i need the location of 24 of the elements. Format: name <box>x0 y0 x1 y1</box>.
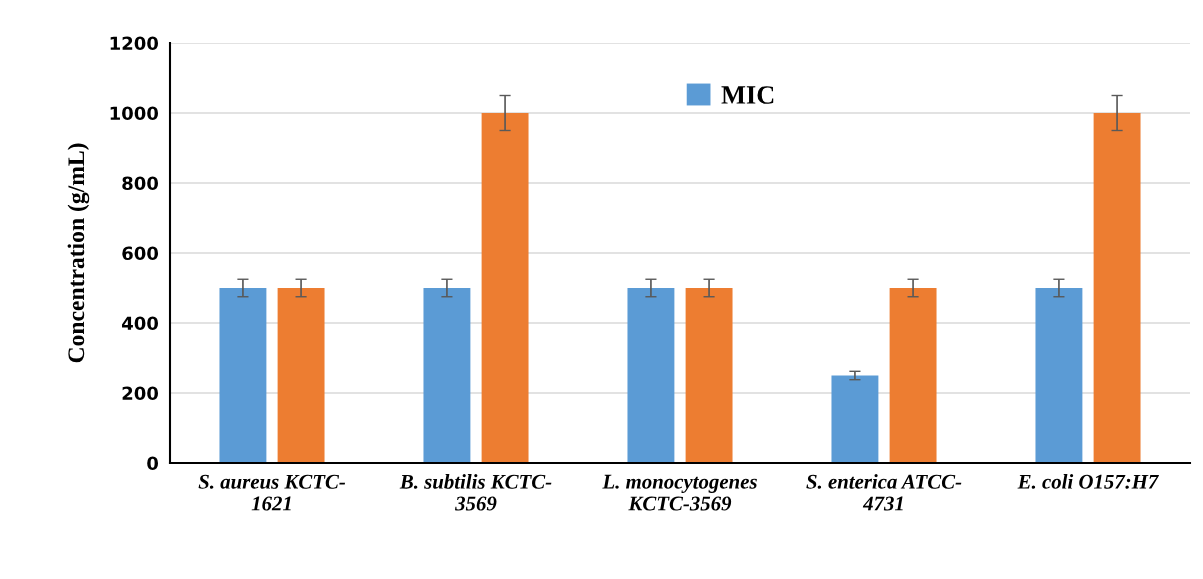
y-tick-label: 800 <box>122 176 159 191</box>
bar <box>1093 113 1141 463</box>
y-tick-label: 600 <box>122 246 159 261</box>
x-tick-label: B. subtilis KCTC- 3569 <box>399 474 552 511</box>
bar <box>627 288 675 463</box>
bar <box>277 288 325 463</box>
bar <box>1035 288 1083 463</box>
bar <box>831 375 879 463</box>
y-tick-label: 1000 <box>110 106 159 121</box>
bar <box>219 288 267 463</box>
y-tick-label: 400 <box>122 316 159 331</box>
bar <box>481 113 529 463</box>
y-tick-label: 1200 <box>110 36 159 51</box>
y-tick-label: 200 <box>122 386 159 401</box>
bar <box>889 288 937 463</box>
bar <box>685 288 733 463</box>
y-tick-label: 0 <box>147 456 159 471</box>
x-tick-label: E. coli O157:H7 <box>1017 474 1159 489</box>
legend-label: MIC <box>721 86 774 104</box>
x-tick-label: S. enterica ATCC- 4731 <box>806 474 962 511</box>
x-tick-label: S. aureus KCTC- 1621 <box>198 474 346 511</box>
x-tick-label: L. monocytogenes KCTC-3569 <box>602 474 757 511</box>
bar <box>423 288 471 463</box>
y-axis-title: Concentration (g/mL) <box>67 143 90 363</box>
